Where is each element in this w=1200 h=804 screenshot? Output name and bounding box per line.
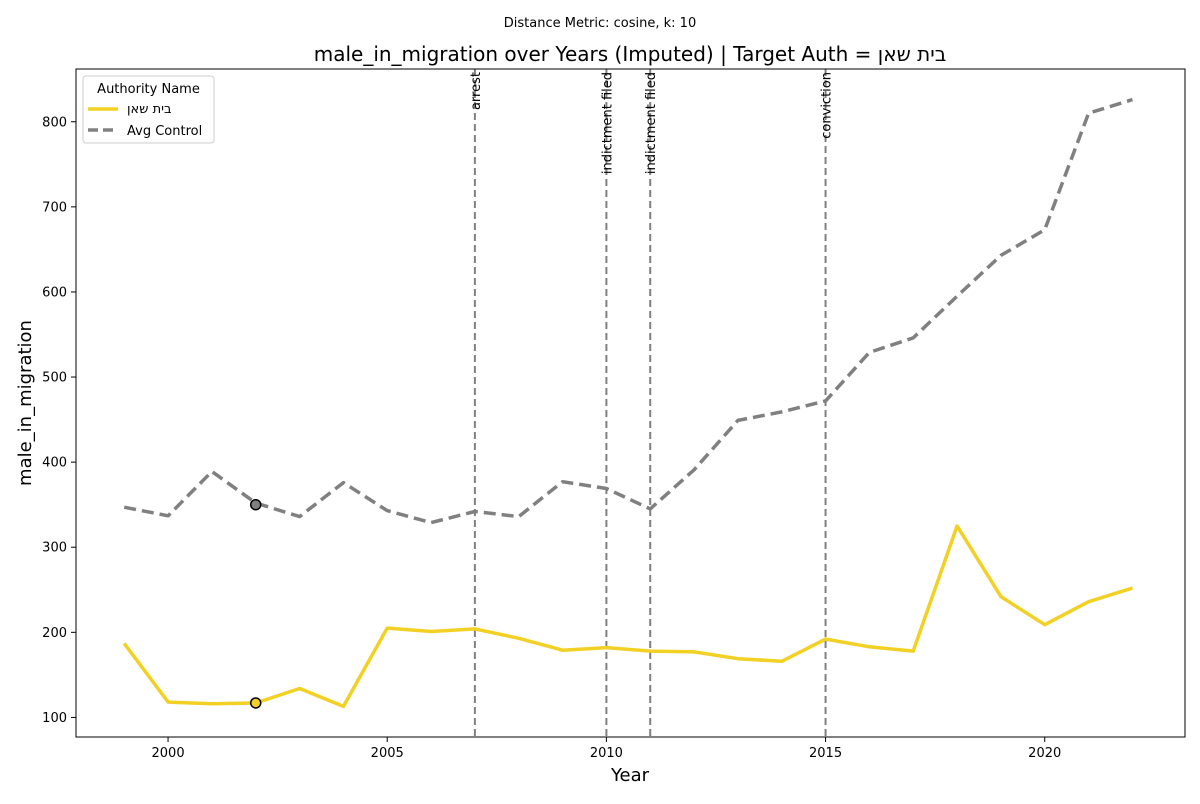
- y-tick-label: 700: [42, 200, 67, 215]
- series-line-target: [122, 524, 1133, 709]
- series-line-control: [123, 97, 1133, 525]
- series-marker-target: [249, 697, 262, 709]
- y-tick-label: 400: [42, 456, 67, 471]
- x-tick-label: 2000: [152, 746, 185, 761]
- legend-box: [82, 75, 215, 144]
- x-tick-label: 2010: [590, 746, 623, 761]
- x-tick-label: 2020: [1028, 746, 1061, 761]
- y-tick-label: 500: [42, 371, 67, 386]
- plot-area: 2000 2005 2010 2015 2020 100 200 300 400 500 600 70…: [42, 69, 1133, 761]
- plot-frame: [75, 68, 1186, 738]
- event-label: indictment filed: [600, 72, 615, 174]
- y-tick-label: 800: [42, 115, 67, 130]
- x-axis-label: Year: [610, 765, 650, 786]
- event-label: conviction: [820, 72, 835, 139]
- y-tick-label: 100: [42, 711, 67, 726]
- chart-suptitle: Distance Metric: cosine, k: 10: [504, 16, 696, 31]
- y-tick-label: 300: [42, 541, 67, 556]
- legend: Authority Name בית שאן Avg Control: [82, 75, 215, 144]
- legend-label-control: Avg Control: [127, 124, 202, 139]
- legend-label-target: בית שאן: [127, 102, 172, 117]
- y-tick-label: 600: [42, 285, 67, 300]
- y-tick-label: 200: [42, 626, 67, 641]
- x-tick-label: 2005: [371, 746, 404, 761]
- x-tick-label: 2015: [809, 746, 842, 761]
- event-label: arrest: [469, 72, 484, 110]
- y-axis-label: male_in_migration: [15, 320, 36, 486]
- event-label: indictment filed: [644, 72, 659, 174]
- series-marker-control: [249, 498, 262, 511]
- legend-title: Authority Name: [97, 82, 200, 97]
- chart-title: male_in_migration over Years (Imputed) |…: [314, 42, 947, 66]
